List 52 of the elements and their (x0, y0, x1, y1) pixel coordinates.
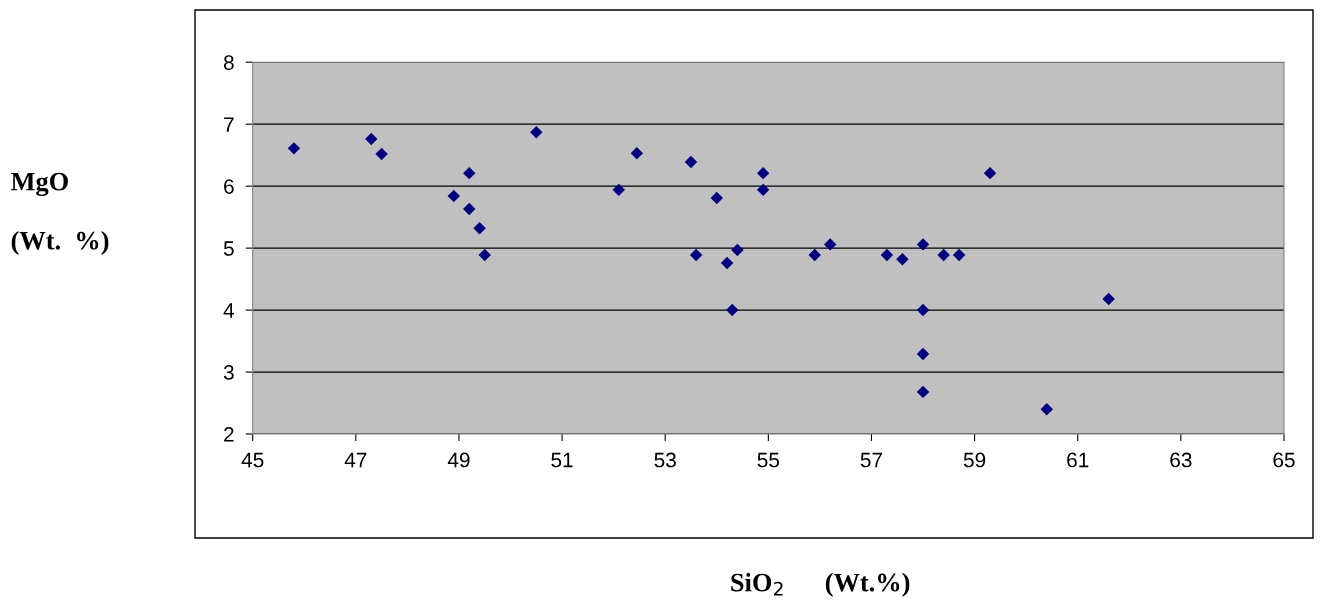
point (952, 248, 966, 262)
x-tick-label: 65 (1273, 452, 1295, 468)
point (463, 166, 476, 180)
x-tick-label: 63 (1170, 452, 1192, 468)
x-tick-label: 53 (654, 452, 676, 468)
x-tick-label: 57 (860, 452, 882, 468)
x-tick-label: 55 (757, 452, 780, 468)
point (937, 248, 950, 262)
point (478, 248, 491, 262)
text: MgO (Wt. %) (11, 172, 109, 255)
point (530, 126, 543, 139)
point (473, 222, 486, 235)
point (916, 385, 930, 399)
point (916, 238, 930, 251)
y-tick-label: 8 (223, 55, 234, 70)
point (720, 256, 734, 270)
point (1102, 292, 1115, 306)
point (916, 303, 930, 317)
point (726, 303, 739, 317)
point (710, 191, 723, 205)
point (287, 142, 301, 155)
x-tick-label: 49 (447, 452, 470, 468)
x-tick-label: 47 (344, 452, 367, 468)
point (463, 202, 476, 216)
point (365, 132, 378, 146)
y-tick-label: 3 (223, 365, 234, 380)
y-tick-label: 2 (224, 427, 234, 442)
point (808, 248, 821, 262)
text: SiO$_{2}$ (Wt.%) (731, 572, 910, 597)
x-tick-label: 45 (241, 452, 264, 468)
point (880, 248, 894, 262)
point (756, 183, 770, 197)
x-tick-label: 51 (551, 452, 573, 468)
point (689, 248, 703, 262)
y-tick-label: 5 (223, 241, 234, 256)
x-tick-label: 61 (1067, 452, 1089, 468)
point (630, 147, 644, 160)
point (916, 347, 930, 361)
point (756, 166, 770, 180)
point (375, 147, 388, 161)
y-tick-label: 7 (224, 117, 234, 132)
point (983, 166, 997, 180)
point (1040, 403, 1053, 416)
x-tick-label: 59 (963, 452, 986, 468)
point (731, 243, 744, 257)
point (612, 183, 626, 197)
y-tick-label: 4 (223, 303, 235, 318)
y-tick-label: 6 (224, 179, 234, 194)
point (447, 189, 460, 203)
point (684, 155, 698, 169)
point (824, 238, 837, 251)
point (896, 253, 909, 266)
